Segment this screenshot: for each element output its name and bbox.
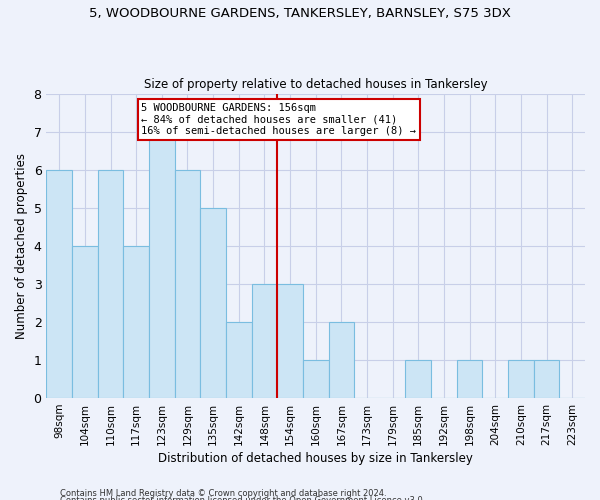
Bar <box>46 170 72 398</box>
Bar <box>200 208 226 398</box>
Bar <box>226 322 251 398</box>
Bar <box>251 284 277 398</box>
Text: Contains HM Land Registry data © Crown copyright and database right 2024.: Contains HM Land Registry data © Crown c… <box>60 488 386 498</box>
Bar <box>508 360 534 398</box>
Bar <box>175 170 200 398</box>
Bar <box>457 360 482 398</box>
Text: Contains public sector information licensed under the Open Government Licence v3: Contains public sector information licen… <box>60 496 425 500</box>
Bar <box>149 132 175 398</box>
Bar <box>329 322 354 398</box>
Bar <box>124 246 149 398</box>
Bar <box>98 170 124 398</box>
Y-axis label: Number of detached properties: Number of detached properties <box>15 153 28 339</box>
Bar <box>303 360 329 398</box>
Title: Size of property relative to detached houses in Tankersley: Size of property relative to detached ho… <box>144 78 488 91</box>
X-axis label: Distribution of detached houses by size in Tankersley: Distribution of detached houses by size … <box>158 452 473 465</box>
Bar <box>72 246 98 398</box>
Text: 5, WOODBOURNE GARDENS, TANKERSLEY, BARNSLEY, S75 3DX: 5, WOODBOURNE GARDENS, TANKERSLEY, BARNS… <box>89 8 511 20</box>
Bar <box>277 284 303 398</box>
Text: 5 WOODBOURNE GARDENS: 156sqm
← 84% of detached houses are smaller (41)
16% of se: 5 WOODBOURNE GARDENS: 156sqm ← 84% of de… <box>142 103 416 136</box>
Bar <box>534 360 559 398</box>
Bar <box>406 360 431 398</box>
